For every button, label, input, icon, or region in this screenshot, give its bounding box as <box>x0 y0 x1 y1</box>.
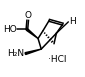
Text: HO: HO <box>3 25 16 34</box>
Text: ·HCl: ·HCl <box>48 55 67 64</box>
Polygon shape <box>25 49 41 55</box>
Polygon shape <box>26 29 38 38</box>
Text: H₂N: H₂N <box>7 49 24 58</box>
Text: H: H <box>69 17 76 26</box>
Text: O: O <box>25 11 32 20</box>
